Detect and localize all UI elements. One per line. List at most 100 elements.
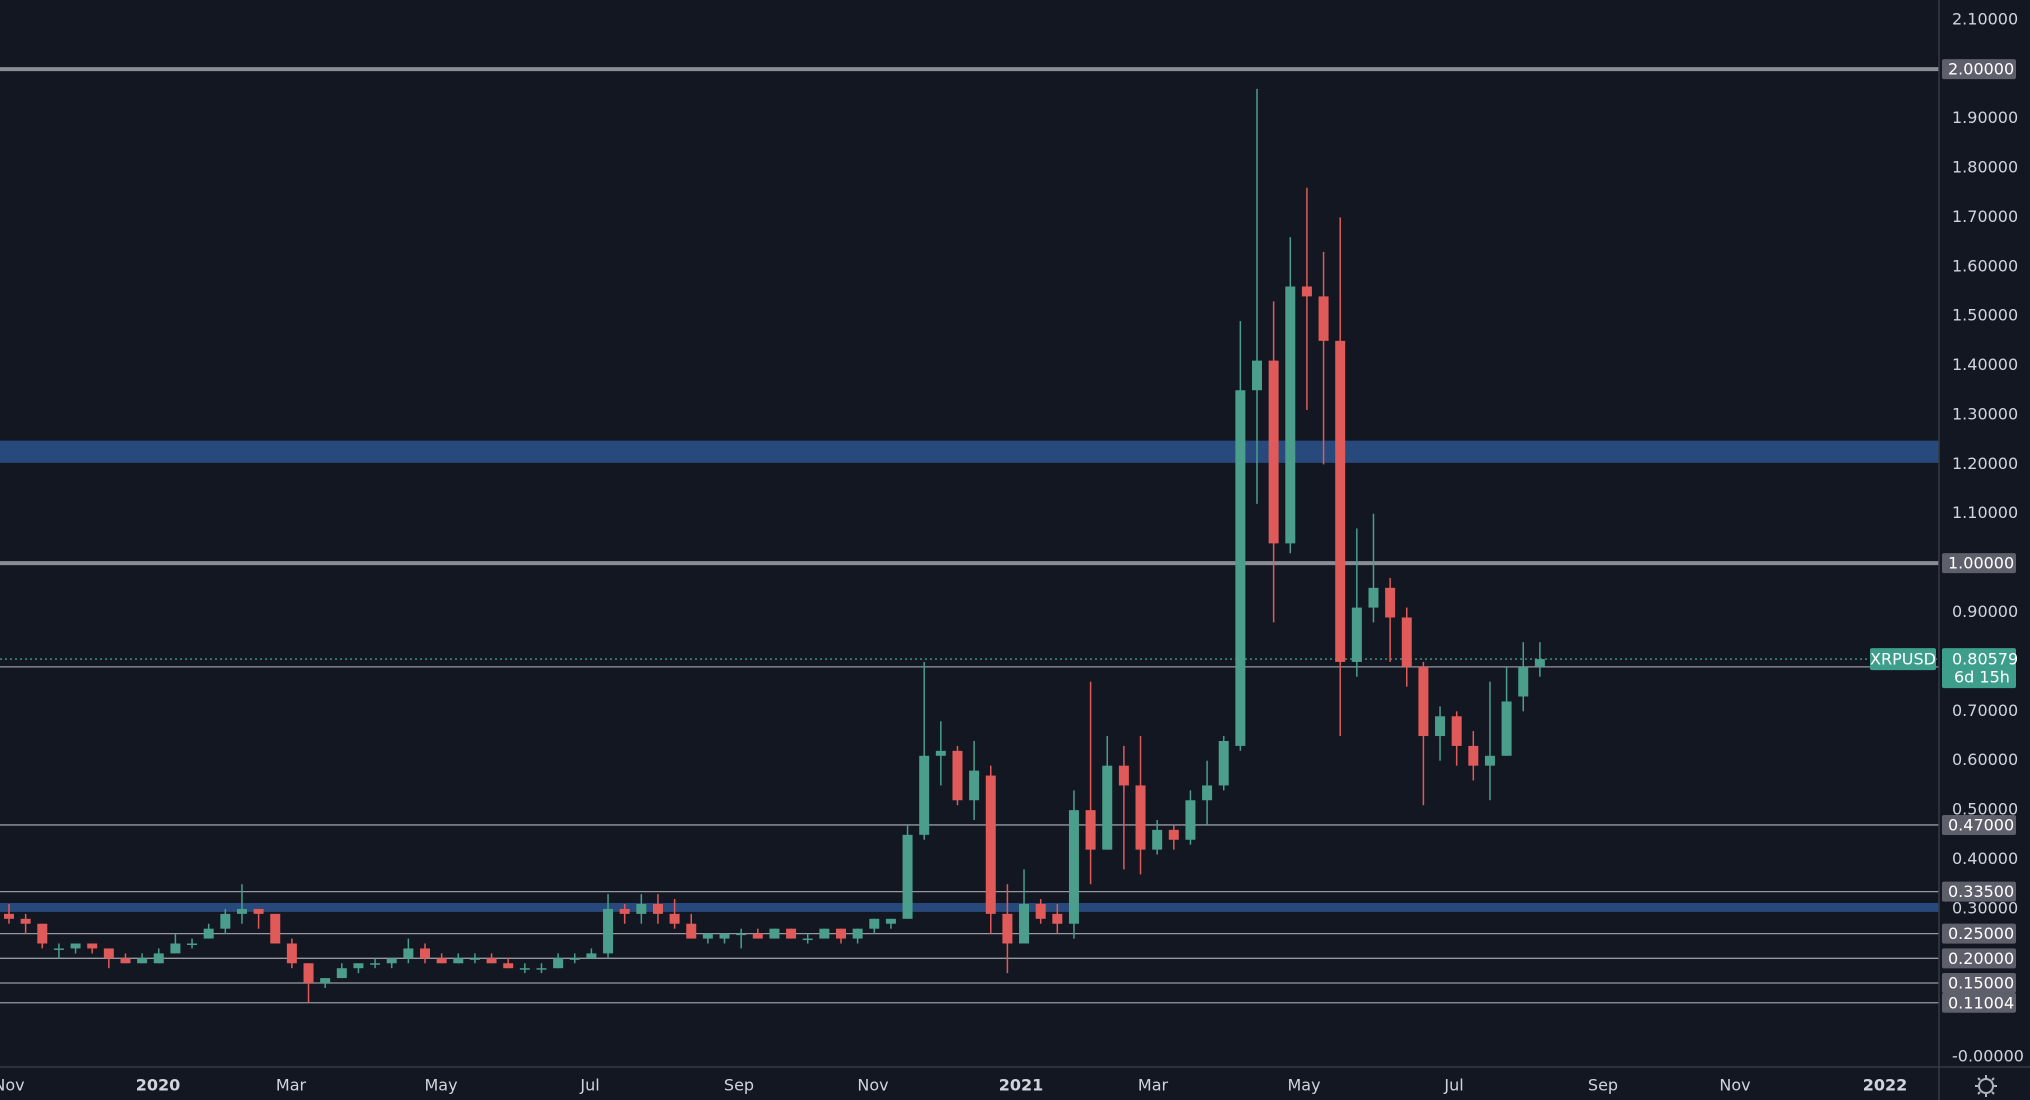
candle-body — [303, 963, 314, 984]
candle-body — [669, 913, 680, 924]
candle-body — [1484, 755, 1495, 766]
level-label-box — [1942, 59, 2016, 80]
candle-body — [1351, 607, 1362, 662]
candle-body — [1085, 810, 1096, 850]
level-label-box — [1942, 553, 2016, 574]
x-tick-label: 2022 — [1863, 1076, 1908, 1095]
level-label: 0.11004 — [1948, 993, 2014, 1012]
level-label-box — [1942, 814, 2016, 835]
candle-body — [1202, 785, 1213, 801]
y-tick-label: 1.10000 — [1952, 503, 2018, 522]
candle-body — [453, 958, 464, 964]
y-tick-label: 0.90000 — [1952, 602, 2018, 621]
x-tick-label: May — [424, 1076, 457, 1095]
candle-body — [769, 928, 780, 939]
candle-body — [1335, 340, 1346, 662]
candle-body — [253, 908, 264, 914]
settings-icon[interactable] — [1975, 1075, 1997, 1097]
candle-body — [20, 918, 31, 924]
candle-body — [985, 775, 996, 914]
candle-body — [1268, 360, 1279, 544]
x-tick-label: Jul — [579, 1076, 599, 1095]
candle-body — [1318, 296, 1329, 341]
candle-body — [103, 948, 114, 959]
candle-body — [1152, 829, 1163, 850]
candle-body — [236, 908, 247, 914]
x-tick-label: Nov — [857, 1076, 888, 1095]
candle-body — [220, 913, 231, 929]
candle-body — [87, 943, 98, 949]
candle-body — [153, 953, 164, 964]
level-label-box — [1942, 948, 2016, 969]
y-tick-label: 1.40000 — [1952, 355, 2018, 374]
y-tick-label: 2.10000 — [1952, 9, 2018, 28]
y-tick-label: 1.70000 — [1952, 207, 2018, 226]
candle-body — [636, 903, 647, 914]
candle-body — [270, 913, 281, 944]
zone — [0, 902, 1939, 912]
x-tick-label: Nov — [1719, 1076, 1750, 1095]
y-tick-label: 1.60000 — [1952, 256, 2018, 275]
x-tick-label: 2021 — [999, 1076, 1044, 1095]
candle-body — [1301, 286, 1312, 297]
candle-body — [320, 978, 331, 984]
level-label: 0.25000 — [1948, 924, 2014, 943]
candle-body — [1368, 587, 1379, 608]
candle-body — [702, 933, 713, 939]
candle-body — [919, 755, 930, 835]
candle-body — [1385, 587, 1396, 618]
candle-body — [686, 923, 697, 939]
level-label-box — [1942, 973, 2016, 994]
candle-body — [802, 938, 813, 941]
y-tick-label: 1.30000 — [1952, 404, 2018, 423]
candle-body — [170, 943, 181, 954]
y-tick-label: 1.80000 — [1952, 157, 2018, 176]
candle-body — [1418, 666, 1429, 737]
candle-body — [736, 933, 747, 936]
candle-body — [1518, 666, 1529, 697]
candle-body — [819, 928, 830, 939]
candle-body — [469, 958, 480, 960]
countdown-label: 6d 15h — [1954, 668, 2010, 687]
x-tick-label: Nov — [0, 1076, 25, 1095]
level-label: 0.47000 — [1948, 815, 2014, 834]
zone — [0, 440, 1939, 463]
candle-body — [1135, 785, 1146, 850]
candle-body — [436, 958, 447, 964]
candle-body — [569, 958, 580, 960]
candle-body — [952, 750, 963, 801]
candle-body — [752, 933, 763, 939]
candle-body — [386, 958, 397, 964]
x-tick-label: Sep — [724, 1076, 754, 1095]
level-label-box — [1942, 923, 2016, 944]
candle-body — [187, 943, 198, 946]
candle-body — [203, 928, 214, 939]
candle-body — [1451, 716, 1462, 746]
candle-body — [1252, 360, 1262, 391]
y-tick-label: 0.60000 — [1952, 750, 2018, 769]
candle-body — [786, 928, 797, 939]
candle-body — [519, 968, 530, 970]
x-tick-label: Sep — [1588, 1076, 1618, 1095]
candle-body — [1118, 765, 1129, 786]
candle-body — [336, 968, 347, 979]
candle-body — [586, 953, 597, 959]
x-tick-label: Jul — [1443, 1076, 1463, 1095]
level-label-box — [1942, 992, 2016, 1013]
candle-body — [1534, 659, 1545, 667]
price-label: 0.80579 — [1952, 650, 2018, 669]
symbol-label: XRPUSD — [1870, 650, 1936, 669]
x-tick-label: 2020 — [136, 1076, 181, 1095]
price-box — [1942, 648, 2016, 689]
candle-body — [53, 948, 64, 950]
candle-body — [869, 918, 880, 929]
candle-body — [286, 943, 297, 964]
candle-body — [486, 958, 497, 964]
candle-body — [1468, 745, 1479, 766]
candle-body — [1068, 810, 1079, 924]
candle-body — [1185, 800, 1196, 840]
y-tick-label: 0.40000 — [1952, 849, 2018, 868]
candle-body — [37, 923, 48, 944]
y-tick-label: 0.50000 — [1952, 800, 2018, 819]
